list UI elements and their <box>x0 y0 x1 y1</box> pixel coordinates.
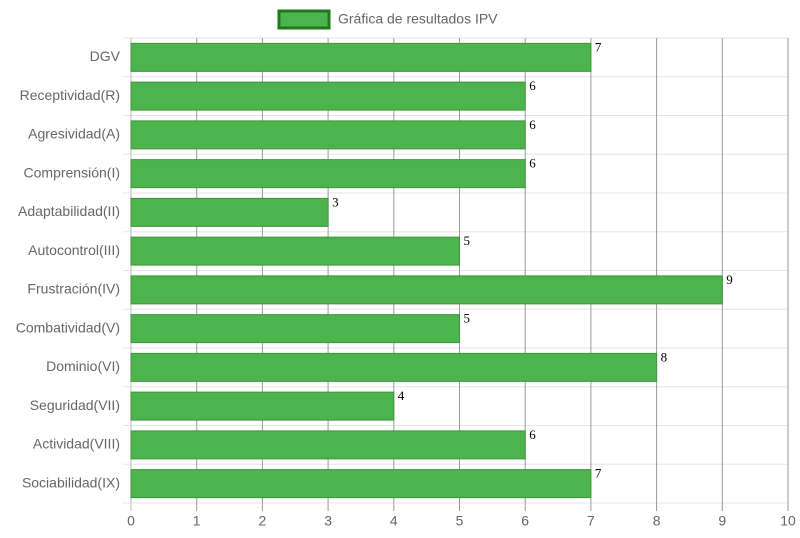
y-tick-label: Comprensión(I) <box>24 164 120 180</box>
bar <box>130 430 526 460</box>
x-tick-label: 5 <box>456 513 464 529</box>
x-tick-label: 3 <box>324 513 332 529</box>
value-label: 6 <box>529 117 536 132</box>
bar <box>130 391 395 421</box>
y-tick-label: Autocontrol(III) <box>28 242 120 258</box>
x-tick-label: 10 <box>780 513 796 529</box>
y-tick-label: Dominio(VI) <box>46 358 120 374</box>
y-tick-label: Adaptabilidad(II) <box>18 203 120 219</box>
y-tick-label: Frustración(IV) <box>27 281 120 297</box>
value-label: 6 <box>529 156 536 171</box>
y-tick-label: Actividad(VIII) <box>33 436 120 452</box>
bar <box>130 469 592 499</box>
bar <box>130 352 658 382</box>
y-tick-label: Seguridad(VII) <box>30 397 120 413</box>
value-label: 9 <box>726 272 733 287</box>
x-tick-label: 9 <box>718 513 726 529</box>
value-label: 5 <box>464 233 471 248</box>
x-tick-label: 7 <box>587 513 595 529</box>
x-tick-label: 1 <box>193 513 201 529</box>
bar <box>130 81 526 111</box>
value-label: 8 <box>661 349 668 364</box>
legend-swatch[interactable] <box>277 9 331 30</box>
value-label: 4 <box>398 388 405 403</box>
value-label: 5 <box>464 311 471 326</box>
value-label: 6 <box>529 78 536 93</box>
x-tick-label: 4 <box>390 513 398 529</box>
x-tick-label: 8 <box>653 513 661 529</box>
bar <box>130 120 526 150</box>
bar <box>130 42 592 72</box>
y-tick-label: Agresividad(A) <box>28 126 120 142</box>
x-tick-label: 2 <box>259 513 267 529</box>
x-tick-label: 0 <box>127 513 135 529</box>
bar <box>130 236 460 266</box>
y-tick-label: Sociabilidad(IX) <box>22 474 120 490</box>
bar <box>130 197 329 227</box>
value-label: 6 <box>529 427 536 442</box>
legend-label[interactable]: Gráfica de resultados IPV <box>338 11 498 27</box>
x-tick-label: 6 <box>521 513 529 529</box>
bar <box>130 159 526 189</box>
y-tick-label: Combatividad(V) <box>16 319 120 335</box>
bar <box>130 314 460 344</box>
y-tick-label: DGV <box>90 48 121 64</box>
value-label: 3 <box>332 194 339 209</box>
value-label: 7 <box>595 39 602 54</box>
value-label: 7 <box>595 466 602 481</box>
y-tick-label: Receptividad(R) <box>20 87 120 103</box>
bar <box>130 275 723 305</box>
